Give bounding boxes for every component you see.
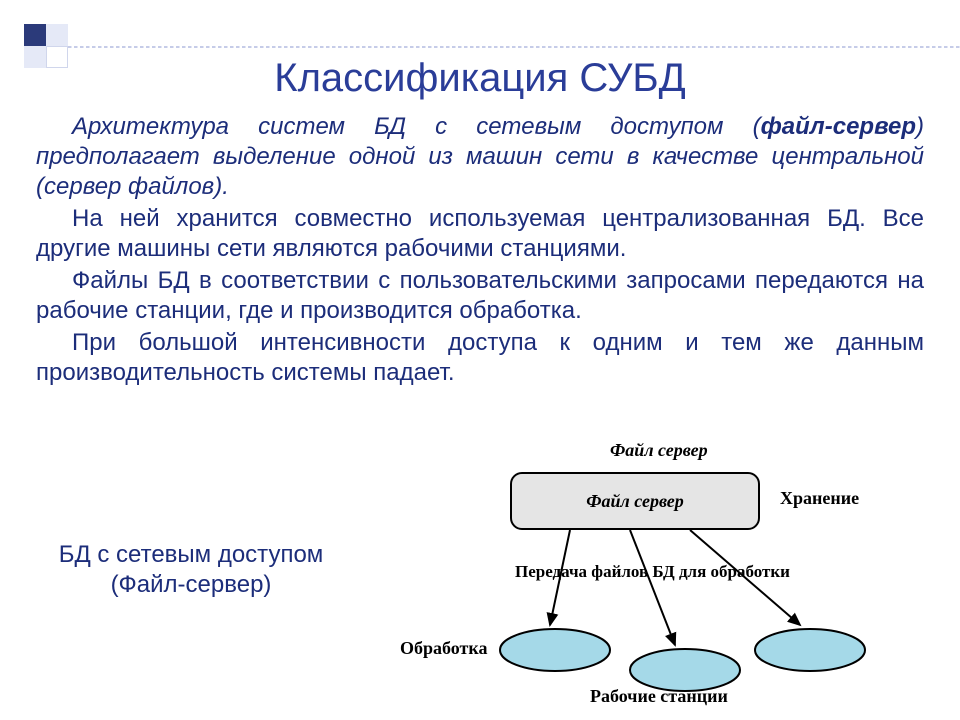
caption-line-2: (Файл-сервер) <box>36 570 346 600</box>
arrow-line <box>690 530 800 625</box>
caption-line-1: БД с сетевым доступом <box>36 540 346 570</box>
paragraph-3: Файлы БД в соответствии с пользовательск… <box>36 266 924 326</box>
diagram-svg <box>380 440 940 710</box>
workstation-ellipse <box>755 629 865 671</box>
decor-square-dark <box>24 24 46 46</box>
diagram-caption: БД с сетевым доступом (Файл-сервер) <box>36 540 346 600</box>
body-text: Архитектура систем БД с сетевым доступом… <box>36 112 924 390</box>
paragraph-2: На ней хранится совместно используемая ц… <box>36 204 924 264</box>
arrow-line <box>550 530 570 625</box>
paragraph-1: Архитектура систем БД с сетевым доступом… <box>36 112 924 202</box>
arrow-line <box>630 530 675 645</box>
workstation-ellipse <box>630 649 740 691</box>
diagram: Файл сервер Файл сервер Хранение Передач… <box>380 440 940 710</box>
workstation-ellipse <box>500 629 610 671</box>
decor-square-light-a <box>46 24 68 46</box>
p1-pre: Архитектура систем БД с сетевым доступом… <box>72 113 761 140</box>
p1-bold: файл-сервер <box>761 113 916 140</box>
slide-title: Классификация СУБД <box>0 56 960 101</box>
paragraph-4: При большой интенсивности доступа к одни… <box>36 328 924 388</box>
decor-dotline <box>68 46 960 48</box>
